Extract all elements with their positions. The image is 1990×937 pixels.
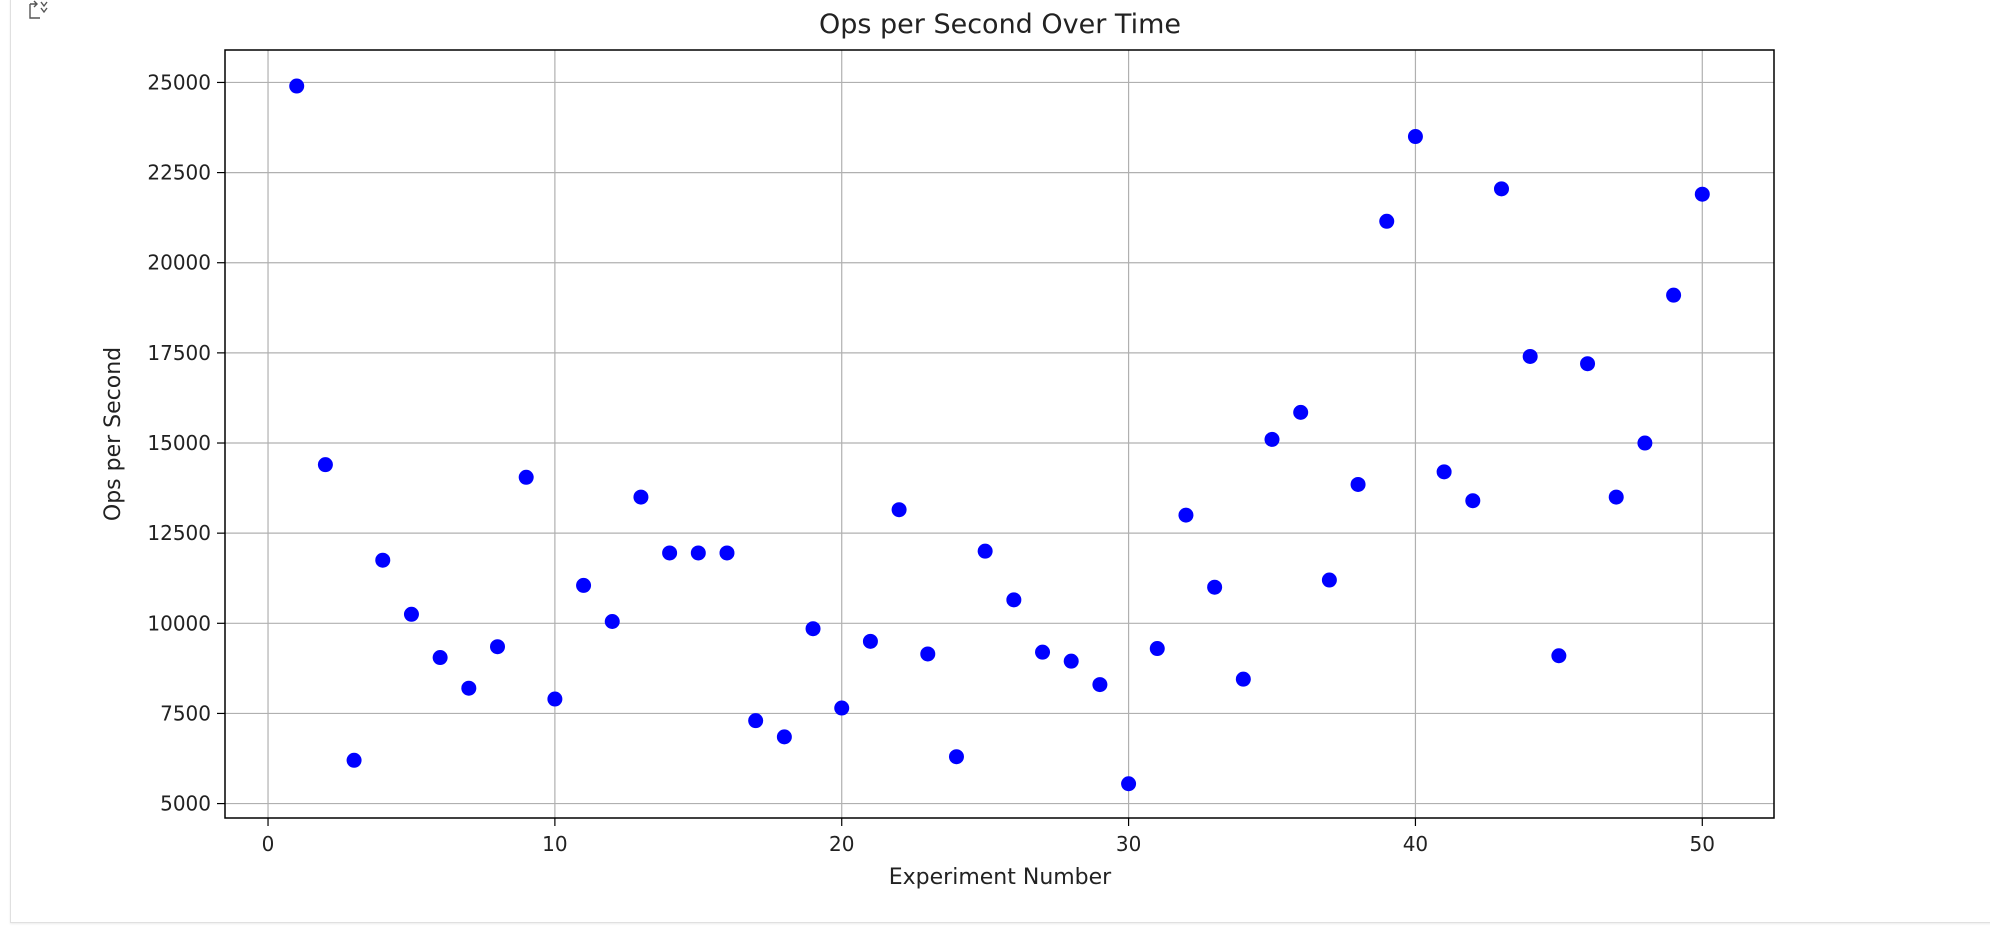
data-point [719, 545, 735, 561]
y-tick-label: 17500 [147, 341, 211, 365]
data-point [862, 633, 878, 649]
data-point [1321, 572, 1337, 588]
data-point [805, 621, 821, 637]
data-point [518, 469, 534, 485]
data-point [1264, 431, 1280, 447]
data-point [1178, 507, 1194, 523]
y-tick-label: 20000 [147, 251, 211, 275]
output-cell [10, 0, 1990, 923]
data-point [604, 613, 620, 629]
grid-lines [225, 50, 1774, 818]
x-tick-label: 20 [829, 832, 854, 856]
data-point [576, 577, 592, 593]
data-point [1694, 186, 1710, 202]
data-point [1608, 489, 1624, 505]
data-point [289, 78, 305, 94]
x-tick-label: 50 [1690, 832, 1715, 856]
data-point [1063, 653, 1079, 669]
data-point [346, 752, 362, 768]
data-points [289, 78, 1710, 792]
data-point [1407, 129, 1423, 145]
data-point [1092, 677, 1108, 693]
data-point [1035, 644, 1051, 660]
y-tick-label: 7500 [160, 701, 211, 725]
data-point [748, 713, 764, 729]
data-point [1235, 671, 1251, 687]
y-tick-label: 5000 [160, 792, 211, 816]
data-point [375, 552, 391, 568]
data-point [1207, 579, 1223, 595]
data-point [1637, 435, 1653, 451]
data-point [776, 729, 792, 745]
y-tick-label: 10000 [147, 611, 211, 635]
y-tick-label: 15000 [147, 431, 211, 455]
data-point [920, 646, 936, 662]
data-point [1465, 493, 1481, 509]
data-point [1293, 404, 1309, 420]
data-point [633, 489, 649, 505]
data-point [662, 545, 678, 561]
x-axis-label: Experiment Number [889, 865, 1112, 890]
plot-area [224, 49, 1775, 819]
data-point [1493, 181, 1509, 197]
data-point [977, 543, 993, 559]
data-point [1006, 592, 1022, 608]
data-point [1350, 476, 1366, 492]
x-tick-label: 10 [542, 832, 567, 856]
x-axis: 0 10 20 30 40 50 [262, 818, 1715, 856]
data-point [432, 650, 448, 666]
data-point [1522, 348, 1538, 364]
x-tick-label: 0 [262, 832, 275, 856]
y-axis-label: Ops per Second [101, 347, 126, 521]
data-point [1121, 776, 1137, 792]
y-tick-label: 22500 [147, 161, 211, 185]
data-point [690, 545, 706, 561]
y-tick-label: 12500 [147, 521, 211, 545]
output-collapse-icon[interactable] [28, 0, 58, 24]
data-point [403, 606, 419, 622]
data-point [834, 700, 850, 716]
data-point [948, 749, 964, 765]
data-point [1666, 287, 1682, 303]
data-point [891, 502, 907, 518]
x-tick-label: 40 [1403, 832, 1428, 856]
data-point [490, 639, 506, 655]
chart-title: Ops per Second Over Time [819, 9, 1181, 40]
data-point [317, 457, 333, 473]
data-point [461, 680, 477, 696]
data-point [1149, 641, 1165, 657]
y-axis: 5000 7500 10000 12500 15000 17500 20000 22500 25… [147, 70, 225, 816]
data-point [1551, 648, 1567, 664]
data-point [547, 691, 563, 707]
x-tick-label: 30 [1116, 832, 1141, 856]
data-point [1436, 464, 1452, 480]
y-tick-label: 25000 [147, 70, 211, 94]
data-point [1379, 213, 1395, 229]
data-point [1580, 356, 1596, 372]
